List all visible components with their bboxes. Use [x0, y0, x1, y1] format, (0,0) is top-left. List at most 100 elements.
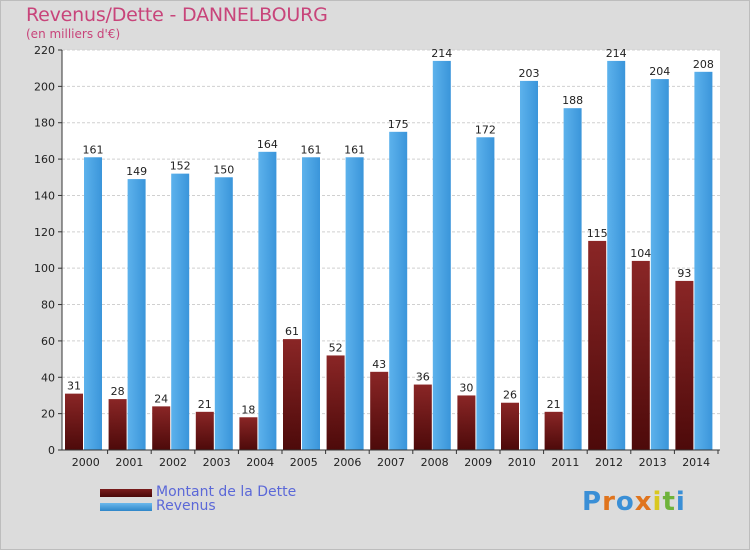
data-label-revenue: 188 — [562, 94, 583, 107]
data-label-debt: 43 — [372, 358, 386, 371]
x-tick-label: 2014 — [682, 456, 710, 469]
y-tick-label: 180 — [34, 117, 55, 130]
data-label-debt: 30 — [459, 381, 473, 394]
bar-revenue — [476, 137, 495, 451]
bar-debt — [544, 411, 563, 450]
data-label-revenue: 175 — [388, 118, 409, 131]
bar-debt — [108, 399, 127, 450]
bar-revenue — [84, 157, 102, 451]
bar-revenue — [563, 108, 582, 450]
bar-revenue — [607, 60, 626, 451]
logo-letter: o — [615, 487, 635, 517]
x-tick-label: 2000 — [72, 456, 100, 469]
x-tick-label: 2012 — [595, 456, 623, 469]
data-label-debt: 24 — [154, 392, 168, 405]
bar-debt — [283, 339, 301, 450]
x-tick-label: 2011 — [551, 456, 579, 469]
y-tick-label: 200 — [34, 80, 55, 93]
bar-layer: 31 161 28 149 24 152 21 150 18 164 61 161 52 161 43 175… — [65, 47, 714, 451]
x-tick-label: 2013 — [639, 456, 667, 469]
y-tick-label: 20 — [41, 408, 55, 421]
bar-debt — [457, 395, 476, 450]
y-tick-label: 160 — [34, 153, 55, 166]
logo-letter: r — [602, 487, 616, 517]
data-label-revenue: 150 — [213, 163, 234, 176]
y-tick-label: 40 — [41, 371, 55, 384]
x-tick-label: 2004 — [246, 456, 274, 469]
bar-debt — [326, 355, 345, 450]
data-label-revenue: 208 — [693, 58, 714, 71]
x-tick-label: 2009 — [464, 456, 492, 469]
data-label-debt: 36 — [416, 371, 430, 384]
y-tick-label: 0 — [48, 444, 55, 457]
bar-debt — [370, 371, 389, 450]
axis-layer: 0 20 40 60 80 100 120 140 160 180 200 220 2000 2001 20… — [34, 44, 720, 469]
bar-revenue — [432, 60, 451, 451]
legend-label-debt: Montant de la Dette — [156, 484, 297, 500]
bar-revenue — [214, 177, 233, 451]
legend-label-revenue: Revenus — [156, 498, 216, 514]
data-label-debt: 104 — [630, 247, 651, 260]
data-label-debt: 26 — [503, 389, 517, 402]
logo-letter: i — [652, 487, 663, 517]
bar-revenue — [171, 173, 190, 451]
data-label-revenue: 172 — [475, 123, 496, 136]
data-label-debt: 93 — [677, 267, 691, 280]
data-label-revenue: 164 — [257, 138, 278, 151]
data-label-revenue: 203 — [519, 67, 540, 80]
bar-revenue — [302, 157, 320, 451]
data-label-debt: 31 — [67, 380, 81, 393]
logo-letter: i — [675, 487, 686, 517]
data-label-revenue: 214 — [606, 47, 627, 60]
x-tick-label: 2005 — [290, 456, 318, 469]
data-label-revenue: 214 — [431, 47, 452, 60]
data-label-debt: 21 — [198, 398, 212, 411]
legend-swatch-revenue — [100, 503, 152, 511]
bar-debt — [413, 384, 432, 450]
bar-debt — [631, 260, 650, 450]
y-tick-label: 80 — [41, 299, 55, 312]
data-label-debt: 18 — [241, 403, 255, 416]
logo-letter: P — [582, 487, 603, 517]
bar-revenue — [258, 151, 277, 450]
y-tick-label: 60 — [41, 335, 55, 348]
x-tick-label: 2001 — [115, 456, 143, 469]
x-tick-label: 2008 — [421, 456, 449, 469]
legend-swatch-debt — [100, 489, 152, 497]
y-tick-label: 120 — [34, 226, 55, 239]
bar-revenue — [694, 71, 713, 451]
x-tick-label: 2003 — [203, 456, 231, 469]
data-label-revenue: 149 — [126, 165, 147, 178]
y-tick-label: 100 — [34, 262, 55, 275]
bar-debt — [65, 393, 83, 450]
data-label-revenue: 204 — [649, 65, 670, 78]
bar-revenue — [520, 80, 538, 450]
data-label-debt: 115 — [587, 227, 608, 240]
data-label-revenue: 152 — [170, 160, 191, 173]
bar-revenue — [127, 179, 146, 450]
data-label-revenue: 161 — [301, 143, 322, 156]
y-tick-label: 140 — [34, 189, 55, 202]
bar-debt — [501, 402, 519, 450]
chart-title: Revenus/Dette - DANNELBOURG — [26, 4, 328, 26]
data-label-revenue: 161 — [344, 143, 365, 156]
x-tick-label: 2010 — [508, 456, 536, 469]
logo-letter: x — [634, 487, 653, 517]
data-label-debt: 52 — [329, 341, 343, 354]
bar-debt — [195, 411, 214, 450]
bar-debt — [152, 406, 171, 450]
data-label-debt: 28 — [111, 385, 125, 398]
data-label-debt: 21 — [547, 398, 561, 411]
x-tick-label: 2007 — [377, 456, 405, 469]
bar-revenue — [650, 79, 669, 450]
bar-debt — [675, 280, 694, 450]
x-tick-label: 2006 — [333, 456, 361, 469]
logo-letter: t — [662, 487, 676, 517]
bar-revenue — [389, 131, 408, 450]
data-label-debt: 61 — [285, 325, 299, 338]
bar-debt — [239, 417, 258, 450]
bar-revenue — [345, 157, 364, 451]
chart-subtitle: (en milliers d'€) — [26, 27, 121, 41]
x-tick-label: 2002 — [159, 456, 187, 469]
y-tick-label: 220 — [34, 44, 55, 57]
